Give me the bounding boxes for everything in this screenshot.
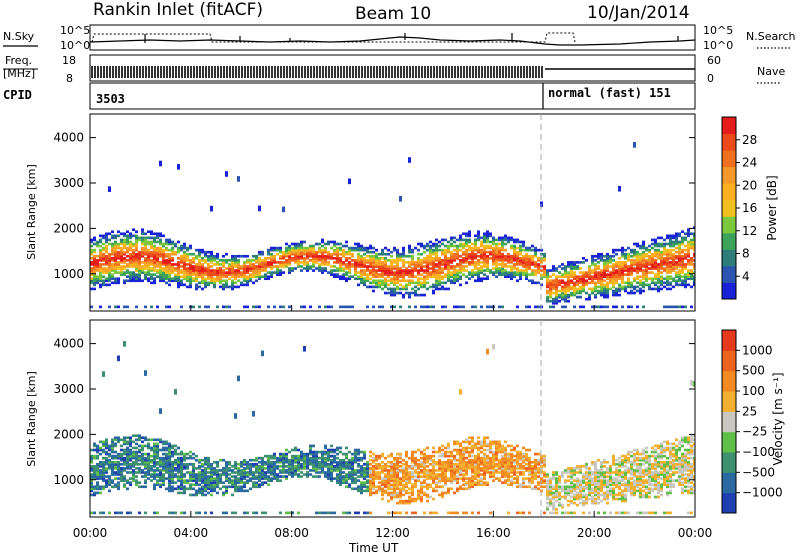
power-panel: 1000 2000 3000 4000 Slant Range [km] bbox=[25, 113, 696, 312]
colorbar-segment bbox=[722, 232, 736, 250]
freq-bars bbox=[91, 66, 543, 78]
cpid-segment-2: normal (fast) 151 bbox=[548, 86, 671, 100]
colorbar-segment bbox=[722, 330, 736, 351]
slant-range-tick-label: 2000 bbox=[53, 221, 84, 235]
colorbar-segment bbox=[722, 199, 736, 217]
colorbar-tick-label: 8 bbox=[742, 247, 750, 261]
slant-range-tick-label: 1000 bbox=[53, 473, 84, 487]
time-tick-label: 00:00 bbox=[73, 526, 108, 540]
colorbar-tick-label: −100 bbox=[742, 445, 775, 459]
colorbar-tick-label: 20 bbox=[742, 178, 757, 192]
velocity-y-axis: 1000 2000 3000 4000 bbox=[53, 337, 695, 487]
colorbar-segment bbox=[722, 282, 736, 300]
nsearch-label: N.Search bbox=[746, 30, 796, 43]
beam-title: Beam 10 bbox=[355, 4, 431, 24]
velocity-heatmap-cells bbox=[90, 341, 695, 515]
slant-range-tick-label: 3000 bbox=[53, 176, 84, 190]
colorbar-segment bbox=[722, 431, 736, 453]
power-y-axis: 1000 2000 3000 4000 bbox=[53, 131, 695, 281]
nave-label: Nave bbox=[757, 65, 785, 78]
slant-range-tick-label: 1000 bbox=[53, 267, 84, 281]
colorbar-tick-label: −25 bbox=[742, 425, 767, 439]
time-tick-label: 16:00 bbox=[476, 526, 511, 540]
power-colorbar: 28 24 20 16 12 8 4 bbox=[721, 116, 757, 300]
nsky-tick-bottom-right: 10^0 bbox=[703, 39, 733, 52]
colorbar-segment bbox=[722, 183, 736, 201]
colorbar-tick-label: 100 bbox=[742, 384, 765, 398]
colorbar-tick-label: −1000 bbox=[742, 486, 783, 500]
nsky-tick-bottom-left: 10^0 bbox=[60, 39, 90, 52]
slant-range-tick-label: 3000 bbox=[53, 382, 84, 396]
colorbar-segment bbox=[722, 391, 736, 412]
colorbar-segment bbox=[722, 472, 736, 494]
nsearch-trace bbox=[91, 32, 576, 43]
colorbar-segment bbox=[722, 249, 736, 267]
cpid-strip: CPID 3503 normal (fast) 151 bbox=[3, 82, 696, 110]
time-tick-label: 12:00 bbox=[375, 526, 410, 540]
date-title: 10/Jan/2014 bbox=[587, 3, 690, 23]
colorbar-segment bbox=[722, 452, 736, 473]
colorbar-segment bbox=[722, 166, 736, 184]
colorbar-segment bbox=[722, 216, 736, 234]
nsky-tick-top-left: 10^5 bbox=[60, 24, 90, 37]
colorbar-tick-label: 500 bbox=[742, 364, 765, 378]
velocity-y-axis-label: Slant Range [km] bbox=[25, 371, 38, 467]
nsky-tick-top-right: 10^5 bbox=[703, 24, 733, 37]
time-tick-label: 08:00 bbox=[274, 526, 309, 540]
velocity-colorbar-title: Velocity [m s⁻¹] bbox=[771, 372, 785, 465]
power-heatmap-cells bbox=[90, 142, 695, 309]
colorbar-tick-label: 4 bbox=[742, 269, 750, 283]
velocity-panel: 1000 2000 3000 4000 Slant Range [km] bbox=[25, 319, 696, 518]
cpid-segment-1: 3503 bbox=[96, 92, 125, 106]
nsky-trace bbox=[89, 36, 696, 46]
slant-range-tick-label: 2000 bbox=[53, 427, 84, 441]
slant-range-tick-label: 4000 bbox=[53, 131, 84, 145]
freq-tick-top: 18 bbox=[62, 54, 76, 67]
colorbar-segment bbox=[722, 370, 736, 392]
nsky-strip: N.Sky 10^5 10^0 10^5 10^0 N.Search bbox=[3, 24, 796, 52]
time-tick-label: 20:00 bbox=[577, 526, 612, 540]
colorbar-tick-label: 1000 bbox=[742, 343, 773, 357]
colorbar-tick-label: 24 bbox=[742, 156, 757, 170]
station-title: Rankin Inlet (fitACF) bbox=[93, 0, 263, 20]
time-tick-label: 04:00 bbox=[174, 526, 209, 540]
colorbar-segment bbox=[722, 265, 736, 283]
nsky-label: N.Sky bbox=[3, 30, 35, 43]
colorbar-segment bbox=[722, 350, 736, 372]
colorbar-segment bbox=[722, 492, 736, 514]
time-tick-label: 00:00 bbox=[678, 526, 713, 540]
cpid-label: CPID bbox=[3, 88, 32, 102]
freq-strip: Freq. [MHz] 18 8 60 0 Nave bbox=[3, 54, 785, 85]
freq-unit-label: [MHz] bbox=[3, 67, 35, 80]
colorbar-segment bbox=[722, 411, 736, 433]
velocity-colorbar: 1000 500 100 25 −25 −100 −500 −1000 bbox=[721, 329, 783, 514]
colorbar-tick-label: 12 bbox=[742, 224, 757, 238]
colorbar-segment bbox=[722, 133, 736, 151]
colorbar-tick-label: 25 bbox=[742, 404, 757, 418]
freq-tick-bottom: 8 bbox=[66, 72, 73, 85]
time-axis: 00:00 04:00 08:00 12:00 16:00 20:00 00:00 bbox=[73, 305, 713, 540]
colorbar-segment bbox=[722, 150, 736, 168]
power-colorbar-title: Power [dB] bbox=[765, 175, 779, 240]
nave-tick-bottom: 0 bbox=[707, 72, 714, 85]
colorbar-segment bbox=[722, 117, 736, 135]
freq-label: Freq. bbox=[5, 54, 32, 67]
slant-range-tick-label: 4000 bbox=[53, 337, 84, 351]
colorbar-tick-label: 16 bbox=[742, 201, 757, 215]
power-y-axis-label: Slant Range [km] bbox=[25, 164, 38, 260]
time-axis-title: Time UT bbox=[348, 541, 399, 554]
colorbar-tick-label: 28 bbox=[742, 133, 757, 147]
nave-tick-top: 60 bbox=[707, 54, 721, 67]
colorbar-tick-label: −500 bbox=[742, 465, 775, 479]
